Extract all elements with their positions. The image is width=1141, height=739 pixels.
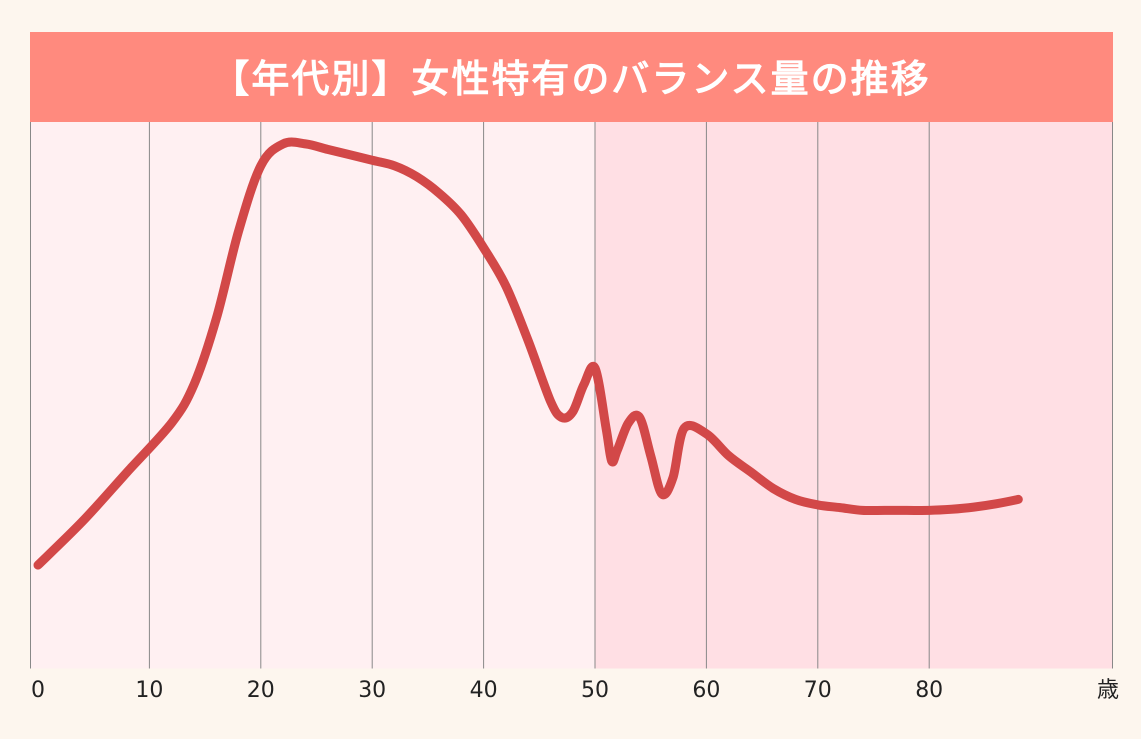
x-tick-label-20: 20 xyxy=(247,678,275,703)
plot-area-shaded xyxy=(595,122,1113,669)
x-axis-unit: 歳 xyxy=(1097,678,1119,703)
x-tick-label-50: 50 xyxy=(581,678,609,703)
x-tick-label-40: 40 xyxy=(470,678,498,703)
x-tick-label-10: 10 xyxy=(135,678,163,703)
x-axis-ticks: 0 10 20 30 40 50 60 70 80 xyxy=(31,678,943,703)
x-tick-label-0: 0 xyxy=(31,678,45,703)
series-line xyxy=(33,137,1023,570)
title-banner xyxy=(30,32,1113,122)
grid-lines xyxy=(30,122,1113,670)
chart-title: 【年代別】女性特有のバランス量の推移 xyxy=(211,57,930,101)
x-tick-label-80: 80 xyxy=(915,678,943,703)
x-tick-label-60: 60 xyxy=(692,678,720,703)
x-tick-label-70: 70 xyxy=(804,678,832,703)
x-tick-label-30: 30 xyxy=(358,678,386,703)
